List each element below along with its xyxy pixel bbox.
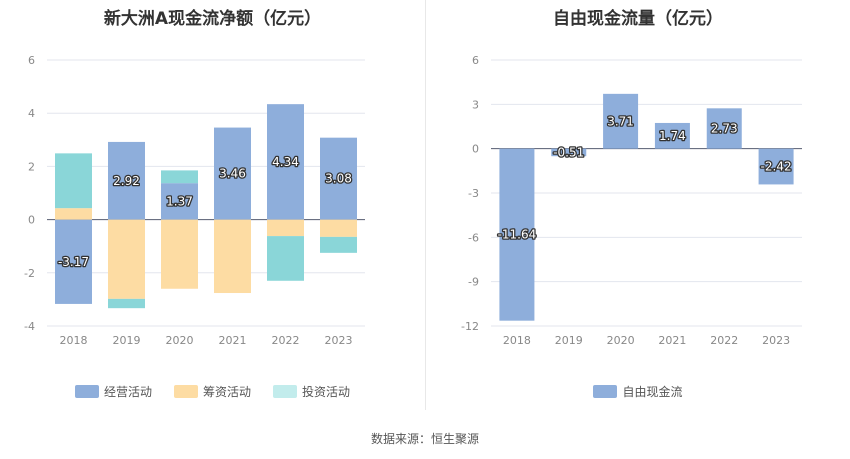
y-tick-label: 6 [28,54,35,67]
bar-经营活动-2023 [320,137,357,220]
bar-经营活动-2018 [55,219,92,304]
legend-label: 投资活动 [302,385,351,399]
cash-flow-net-chart-panel: 新大洲A现金流净额（亿元） -4 -2 0 2 4 6 2018 2019 2020 2021 20… [0,0,425,410]
data-source: 数据来源：恒生聚源 [370,432,479,446]
y-tick-label: 3 [472,98,479,111]
x-tick-label: 2019 [113,334,141,347]
data-label: 3.46 [219,167,246,181]
y-tick-label: 2 [28,160,35,173]
legend-item[interactable]: 经营活动 [74,383,152,400]
y-tick-label: 0 [472,143,479,156]
bar-经营活动-2022 [267,104,304,220]
data-label: 2.92 [113,174,140,188]
legend-label: 自由现金流 [622,385,683,399]
y-tick-label: 4 [28,107,35,120]
y-tick-label: -4 [24,320,35,333]
data-label: -3.17 [58,255,89,269]
legend-item[interactable]: 自由现金流 [593,383,683,400]
data-label: 3.71 [607,114,634,128]
data-label: 3.08 [325,172,352,186]
bar-自由现金流-2018 [499,148,535,321]
bar-自由现金流-2020 [603,93,639,149]
chart-legend: 经营活动 筹资活动 投资活动 [0,383,425,400]
chart-title: 自由现金流量（亿元） [553,9,723,29]
x-tick-label: 2019 [555,334,583,347]
bar-筹资活动-2018 [55,208,92,220]
data-label: 4.34 [272,155,299,169]
legend-swatch [593,385,618,398]
x-tick-label: 2018 [60,334,88,347]
bar-投资活动-2019 [108,298,145,309]
data-label: -0.51 [553,145,584,159]
free-cash-flow-chart-panel: 自由现金流量（亿元） -12 -9 -6 -3 0 3 6 2018 2019 2020 2021 2… [426,0,850,410]
x-tick-label: 2020 [607,334,635,347]
data-label: 1.37 [166,194,193,208]
chart-legend: 自由现金流 [426,383,850,400]
y-tick-label: 6 [472,54,479,67]
data-label: -11.64 [498,228,537,242]
bar-经营活动-2019 [108,141,145,220]
legend-item[interactable]: 投资活动 [273,383,350,400]
x-tick-label: 2023 [762,334,790,347]
x-tick-label: 2020 [166,334,194,347]
x-tick-label: 2022 [710,334,738,347]
y-tick-label: -3 [468,187,479,200]
bar-投资活动-2018 [55,153,92,209]
bar-经营活动-2021 [214,127,251,220]
legend-swatch [173,385,198,398]
y-tick-label: -9 [468,276,479,289]
legend-label: 筹资活动 [202,385,251,399]
bar-自由现金流-2021 [654,122,690,149]
bar-筹资活动-2022 [267,219,304,237]
bar-自由现金流-2019 [551,148,587,157]
bar-筹资活动-2023 [320,219,357,237]
bar-投资活动-2022 [267,236,304,281]
y-tick-label: -12 [461,320,479,333]
legend-swatch [273,385,297,398]
legend-swatch [74,385,99,398]
data-label: 2.73 [711,121,738,135]
y-tick-label: -6 [468,231,479,244]
bar-投资活动-2023 [320,236,357,253]
free-cash-flow-chart: -12 -9 -6 -3 0 3 6 2018 2019 2020 2021 2022 2023 -11.… [461,54,802,347]
data-label: -2.42 [761,160,792,174]
chart-title: 新大洲A现金流净额（亿元） [103,9,322,29]
bar-自由现金流-2022 [706,108,742,149]
bar-筹资活动-2021 [214,219,251,294]
legend-label: 经营活动 [103,385,152,399]
x-tick-label: 2021 [219,334,247,347]
legend-item[interactable]: 筹资活动 [173,383,251,400]
y-tick-label: -2 [24,267,35,280]
x-tick-label: 2021 [658,334,686,347]
x-tick-label: 2018 [503,334,531,347]
panel-divider [425,0,426,410]
bar-筹资活动-2020 [161,219,198,289]
cash-flow-net-chart: -4 -2 0 2 4 6 2018 2019 2020 2021 2022 2023 -3.17 2.9… [24,54,365,347]
bar-经营活动-2020 [161,183,198,220]
y-tick-label: 0 [28,214,35,227]
x-tick-label: 2023 [325,334,353,347]
x-tick-label: 2022 [272,334,300,347]
bar-筹资活动-2019 [108,219,145,299]
bar-自由现金流-2023 [758,148,794,185]
data-label: 1.74 [659,129,686,143]
bar-投资活动-2020 [161,170,198,184]
